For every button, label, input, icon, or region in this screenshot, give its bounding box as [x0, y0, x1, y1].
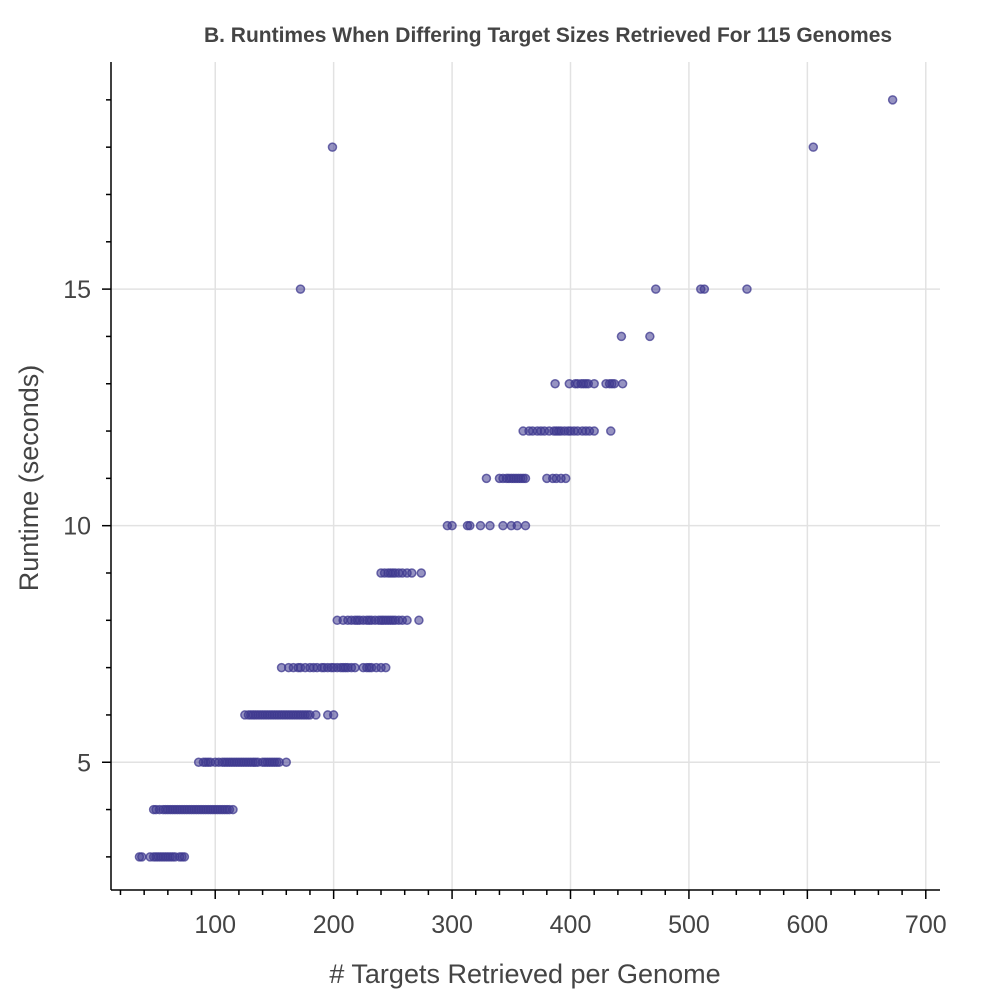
data-point [416, 568, 427, 578]
x-tick-label: 700 [905, 911, 947, 939]
data-point [617, 378, 628, 389]
data-point [350, 662, 360, 673]
y-axis-label: Runtime (seconds) [14, 365, 44, 592]
x-tick-label: 200 [313, 911, 355, 939]
data-point [887, 95, 898, 105]
data-point [407, 568, 417, 578]
data-point [561, 473, 571, 484]
data-point [381, 662, 391, 673]
data-point [742, 284, 752, 294]
data-point [465, 520, 475, 531]
data-point [475, 520, 486, 531]
x-tick-label: 500 [668, 911, 710, 939]
data-point [609, 378, 620, 389]
data-point [512, 520, 522, 531]
data-point [402, 615, 412, 626]
data-point [498, 520, 508, 531]
x-tick-label: 100 [194, 911, 236, 939]
data-points [134, 95, 898, 862]
x-tick-label: 400 [550, 911, 592, 939]
data-point [699, 284, 710, 294]
data-point [137, 852, 147, 862]
data-point [447, 520, 457, 531]
x-tick-label: 300 [431, 911, 473, 939]
data-point [179, 852, 190, 862]
data-point [589, 378, 599, 389]
x-tick-label: 600 [787, 911, 829, 939]
data-point [228, 804, 238, 815]
data-point [327, 142, 338, 152]
y-tick-label: 10 [63, 513, 91, 541]
data-point [808, 142, 819, 152]
data-point [589, 426, 599, 436]
data-point [645, 331, 655, 342]
data-point [550, 378, 560, 389]
data-point [520, 520, 531, 531]
data-point [414, 615, 424, 626]
y-tick-label: 5 [77, 749, 91, 777]
axes [110, 62, 940, 891]
data-point [295, 284, 306, 294]
data-point [520, 473, 531, 484]
data-point [311, 710, 321, 720]
data-point [328, 710, 339, 720]
data-point [481, 473, 492, 484]
data-point [616, 331, 627, 342]
chart-title: B. Runtimes When Differing Target Sizes … [204, 24, 892, 47]
data-point [651, 284, 661, 294]
y-tick-label: 15 [63, 276, 91, 304]
data-point [606, 426, 616, 436]
axis-ticks: 100 200 300 400 500 600 700 5 10 15 [63, 99, 947, 939]
x-axis-label: # Targets Retrieved per Genome [329, 959, 720, 989]
data-point [485, 520, 495, 531]
data-point [281, 757, 292, 768]
